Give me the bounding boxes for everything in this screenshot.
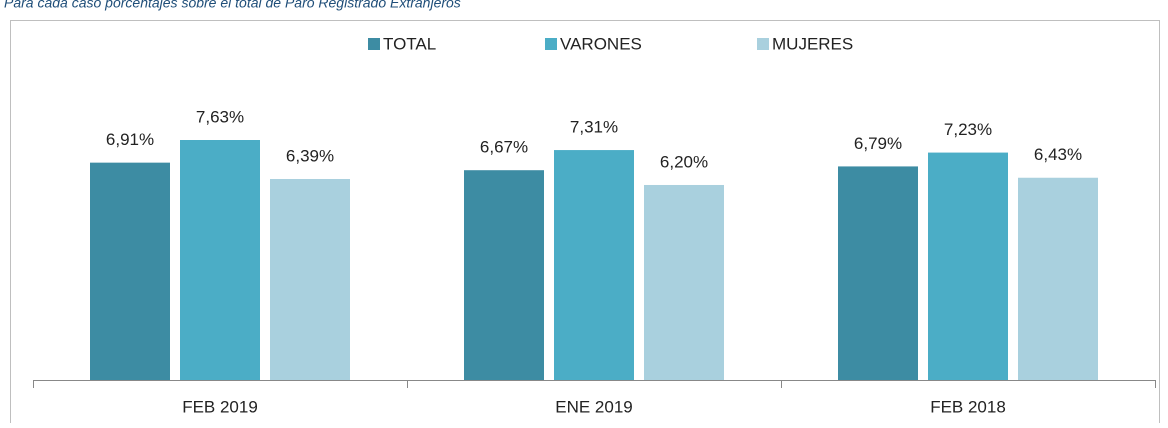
legend-swatch <box>368 38 380 50</box>
bar <box>180 140 260 380</box>
data-label: 6,43% <box>1034 145 1082 164</box>
data-label: 7,23% <box>944 120 992 139</box>
data-label: 7,31% <box>570 118 618 137</box>
legend-label: MUJERES <box>772 34 853 53</box>
legend-label: VARONES <box>560 34 642 53</box>
bar <box>1018 177 1098 380</box>
bar <box>270 179 350 380</box>
x-tick-label: FEB 2019 <box>182 397 258 416</box>
bar <box>644 184 724 380</box>
chart-subtitle: Para cada caso porcentajes sobre el tota… <box>4 0 461 11</box>
bar <box>928 152 1008 380</box>
data-label: 6,67% <box>480 138 528 157</box>
data-label: 6,91% <box>106 130 154 149</box>
plot-frame <box>10 20 1160 428</box>
bar <box>554 150 634 380</box>
bar <box>90 162 170 380</box>
legend-label: TOTAL <box>383 34 436 53</box>
bar <box>464 170 544 380</box>
data-label: 7,63% <box>196 107 244 126</box>
data-label: 6,39% <box>286 146 334 165</box>
bar <box>838 166 918 380</box>
x-tick-label: FEB 2018 <box>930 397 1006 416</box>
legend-swatch <box>545 38 557 50</box>
x-tick-label: ENE 2019 <box>555 397 633 416</box>
data-label: 6,79% <box>854 134 902 153</box>
legend-swatch <box>757 38 769 50</box>
data-label: 6,20% <box>660 152 708 171</box>
